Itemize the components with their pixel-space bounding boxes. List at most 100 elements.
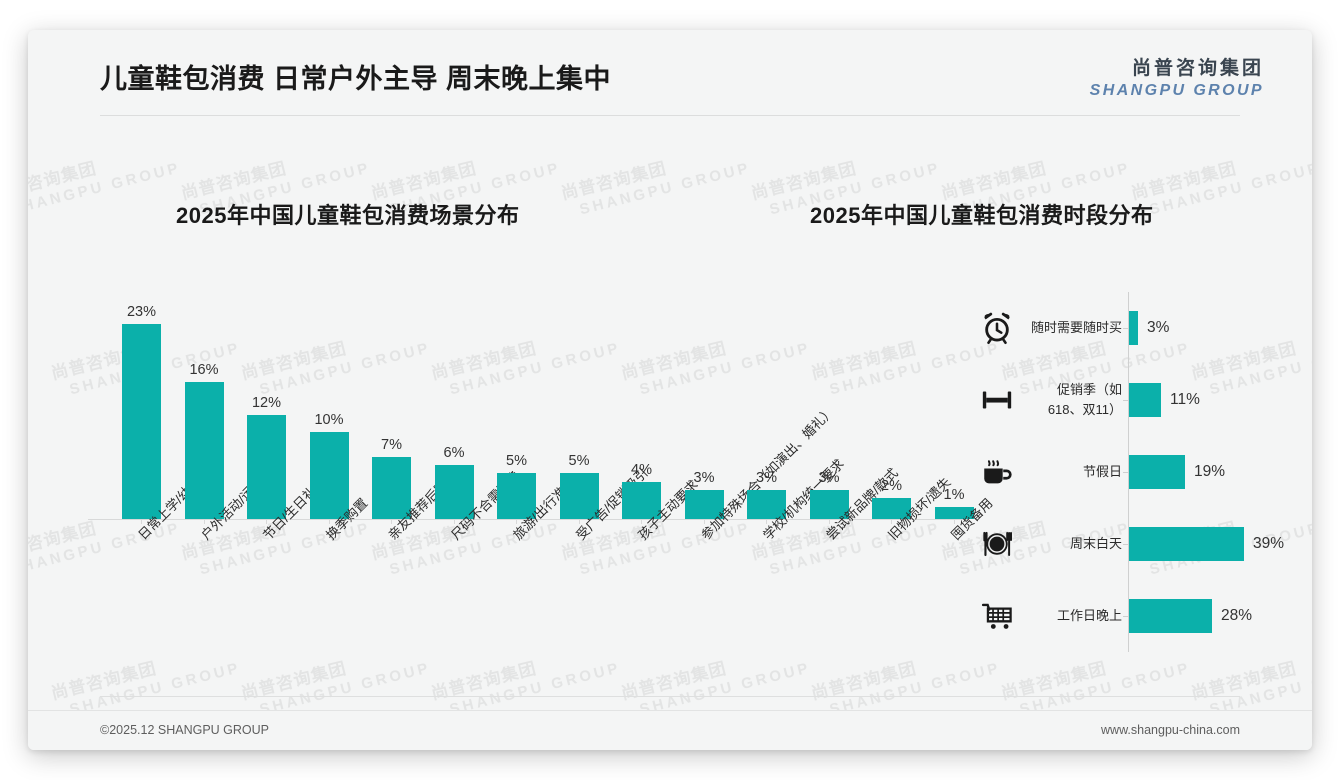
x-axis-tick bbox=[328, 520, 330, 524]
x-axis-tick bbox=[891, 520, 892, 524]
column-value-label: 1% bbox=[943, 487, 965, 503]
column-value-label: 4% bbox=[631, 462, 652, 478]
bar-row: 随时需要随时买 3% bbox=[968, 292, 1298, 364]
scene-distribution-column-chart: 23% 日常上学/幼儿园 16% 户外活动/运动 12% 节日/生日礼物 10% 换季购置 7%… bbox=[88, 270, 995, 543]
header: 儿童鞋包消费 日常户外主导 周末晚上集中 尚普咨询集团 SHANGPU GROU… bbox=[28, 30, 1312, 116]
bar-value-label: 28% bbox=[1221, 607, 1253, 624]
x-axis-tick bbox=[391, 520, 392, 524]
x-axis-tick bbox=[641, 520, 642, 524]
x-axis-tick bbox=[203, 520, 205, 524]
x-axis-tick bbox=[953, 520, 955, 524]
column-bar[interactable] bbox=[747, 490, 786, 519]
bar-category-label: 随时需要随时买 bbox=[1030, 319, 1122, 335]
footnote-divider bbox=[100, 696, 1240, 697]
bar-value-label: 19% bbox=[1194, 463, 1226, 480]
column-value-label: 3% bbox=[693, 470, 715, 486]
column-bar[interactable] bbox=[497, 473, 536, 519]
time-distribution-bar-chart: 随时需要随时买 3% 促销季（如 618、双11） 11% 节假日 19% 周末白天 39% 工作… bbox=[968, 292, 1298, 652]
bar-category-label: 工作日晚上 bbox=[1056, 607, 1122, 623]
column-bar[interactable] bbox=[559, 473, 599, 519]
horizontal-bar[interactable] bbox=[1129, 383, 1161, 417]
column-bar[interactable] bbox=[184, 382, 224, 519]
column-item: 3% 尝试新品牌/款式 bbox=[801, 270, 900, 543]
y-axis-tick bbox=[1123, 616, 1129, 617]
column-item: 5% 旅游/出行准备 bbox=[488, 270, 578, 543]
x-axis-tick bbox=[516, 520, 517, 524]
column-value-label: 12% bbox=[251, 395, 282, 411]
horizontal-bar[interactable] bbox=[1129, 599, 1212, 633]
horizontal-bar[interactable] bbox=[1129, 311, 1138, 345]
column-item: 6% 尺码不合需更换 bbox=[426, 270, 523, 543]
horizontal-bar[interactable] bbox=[1129, 455, 1185, 489]
bar-row: 节假日 19% bbox=[968, 436, 1298, 508]
column-bar[interactable] bbox=[309, 432, 349, 519]
bar-value-label: 39% bbox=[1253, 535, 1285, 552]
x-axis-tick bbox=[766, 520, 767, 524]
x-axis-tick bbox=[578, 520, 580, 524]
column-value-label: 3% bbox=[756, 470, 777, 486]
column-bar[interactable] bbox=[122, 324, 161, 519]
column-item: 23% 日常上学/幼儿园 bbox=[113, 270, 213, 543]
brand-logo: 尚普咨询集团 SHANGPU GROUP bbox=[1090, 58, 1264, 100]
logo-english-text: SHANGPU GROUP bbox=[1089, 81, 1264, 99]
column-item: 4% 孩子主动要求 bbox=[613, 270, 701, 543]
column-value-label: 23% bbox=[126, 304, 157, 320]
column-bar[interactable] bbox=[872, 498, 911, 519]
x-axis-tick bbox=[266, 520, 267, 524]
column-bar[interactable] bbox=[372, 457, 411, 519]
logo-chinese-text: 尚普咨询集团 bbox=[1131, 58, 1264, 79]
bed-icon bbox=[980, 383, 1014, 417]
column-item: 10% 换季购置 bbox=[301, 270, 370, 543]
infographic-card: 尚普咨询集团 SHANGPU GROUP 尚普咨询集团 SHANGPU GROUP 尚普… bbox=[28, 30, 1312, 750]
left-chart-title: 2025年中国儿童鞋包消费场景分布 bbox=[176, 203, 520, 228]
bar-row: 周末白天 39% bbox=[968, 508, 1298, 580]
column-item: 12% 节日/生日礼物 bbox=[238, 270, 328, 543]
x-axis-tick bbox=[453, 520, 455, 524]
column-bar[interactable] bbox=[684, 490, 724, 519]
shopping-cart-icon bbox=[980, 599, 1014, 633]
column-value-label: 7% bbox=[381, 437, 402, 453]
right-chart-title: 2025年中国儿童鞋包消费时段分布 bbox=[810, 203, 1154, 228]
column-item: 2% 旧物损坏/遗失 bbox=[863, 270, 953, 543]
website-link[interactable]: www.shangpu-china.com bbox=[1101, 723, 1240, 737]
bar-value-label: 3% bbox=[1147, 319, 1170, 336]
x-axis-tick bbox=[141, 520, 142, 524]
alarm-clock-icon bbox=[980, 311, 1014, 345]
column-item: 3% 学校/机构统一要求 bbox=[738, 270, 847, 543]
bar-category-label: 节假日 bbox=[1082, 463, 1122, 479]
column-value-label: 2% bbox=[881, 478, 902, 494]
x-axis-baseline bbox=[88, 519, 968, 520]
horizontal-bar[interactable] bbox=[1129, 527, 1244, 561]
column-item: 1% 囤货备用 bbox=[926, 270, 995, 543]
column-value-label: 10% bbox=[314, 412, 344, 428]
column-value-label: 3% bbox=[818, 470, 840, 486]
page-title: 儿童鞋包消费 日常户外主导 周末晚上集中 bbox=[100, 64, 612, 94]
bar-category-label: 周末白天 bbox=[1069, 535, 1122, 551]
column-bar[interactable] bbox=[934, 507, 974, 519]
header-divider bbox=[100, 115, 1240, 116]
coffee-cup-icon bbox=[980, 455, 1014, 489]
column-value-label: 5% bbox=[506, 453, 527, 469]
column-bar[interactable] bbox=[247, 415, 286, 519]
x-axis-tick bbox=[703, 520, 705, 524]
bar-category-label: 促销季（如 618、双11） bbox=[1047, 381, 1122, 417]
y-axis-tick bbox=[1123, 400, 1129, 401]
column-item: 3% 参加特殊场合（如演出、婚礼） bbox=[676, 270, 837, 543]
column-bar[interactable] bbox=[434, 465, 474, 519]
y-axis-tick bbox=[1123, 544, 1129, 545]
column-item: 5% 受广告/促销吸引 bbox=[551, 270, 650, 543]
bar-row: 促销季（如 618、双11） 11% bbox=[968, 364, 1298, 436]
bar-value-label: 11% bbox=[1170, 391, 1200, 408]
column-item: 16% 户外活动/运动 bbox=[176, 270, 266, 543]
y-axis-tick bbox=[1123, 472, 1129, 473]
column-value-label: 6% bbox=[443, 445, 465, 461]
copyright-text: ©2025.12 SHANGPU GROUP bbox=[100, 723, 269, 737]
column-bar[interactable] bbox=[809, 490, 849, 519]
column-value-label: 5% bbox=[568, 453, 590, 469]
column-bar[interactable] bbox=[622, 482, 661, 519]
column-value-label: 16% bbox=[189, 362, 219, 378]
